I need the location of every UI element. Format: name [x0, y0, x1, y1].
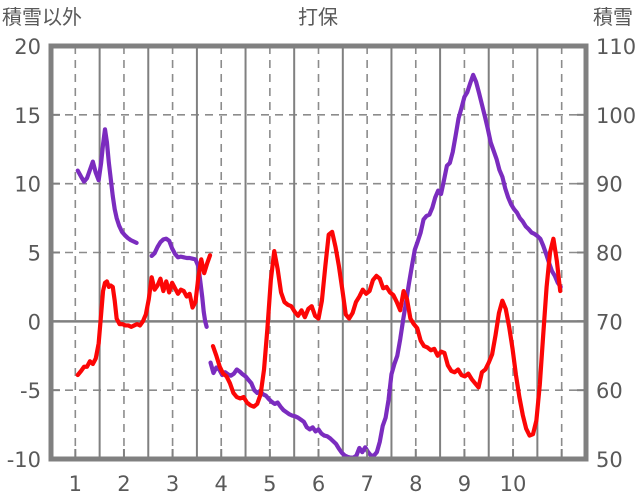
x-axis-tick-label: 8	[409, 472, 422, 496]
y-axis-right-tick-label: 110	[596, 35, 636, 59]
y-axis-left-tick-label: 15	[14, 104, 41, 128]
x-axis-tick-label: 1	[69, 472, 82, 496]
y-axis-right-tick-label: 80	[596, 242, 623, 266]
y-axis-right-tick-label: 100	[596, 104, 636, 128]
y-axis-left-tick-label: 5	[28, 242, 41, 266]
y-axis-right-tick-label: 90	[596, 173, 623, 197]
y-axis-right-tick-label: 50	[596, 448, 623, 472]
y-axis-left-tick-label: -5	[20, 379, 41, 403]
y-axis-left-tick-label: 20	[14, 35, 41, 59]
series-layer	[75, 72, 563, 459]
grid-layer	[51, 46, 586, 459]
x-axis-tick-label: 4	[215, 472, 228, 496]
x-axis-tick-label: 3	[166, 472, 179, 496]
series-line-snow	[149, 236, 209, 329]
x-axis-tick-label: 7	[360, 472, 373, 496]
y-axis-right-tick-label: 60	[596, 379, 623, 403]
chart-title: 打保	[298, 5, 338, 29]
x-axis-tick-label: 9	[458, 472, 471, 496]
y-axis-left-tick-label: -10	[7, 448, 41, 472]
x-axis-tick-label: 6	[312, 472, 325, 496]
x-axis-tick-label: 5	[263, 472, 276, 496]
series-line-snow	[208, 72, 563, 459]
series-clip-group	[75, 72, 563, 459]
right-axis-title: 積雪	[593, 5, 633, 29]
series-line-other	[210, 229, 563, 438]
series-line-snow	[75, 127, 139, 245]
y-axis-left-tick-label: 0	[28, 310, 41, 334]
y-axis-right-tick-label: 70	[596, 310, 623, 334]
series-line-other	[75, 253, 213, 378]
x-axis-tick-label: 10	[500, 472, 527, 496]
tick-mark-layer	[51, 113, 586, 459]
left-axis-title: 積雪以外	[2, 5, 82, 29]
x-axis-tick-label: 2	[117, 472, 130, 496]
y-axis-left-tick-label: 10	[14, 173, 41, 197]
